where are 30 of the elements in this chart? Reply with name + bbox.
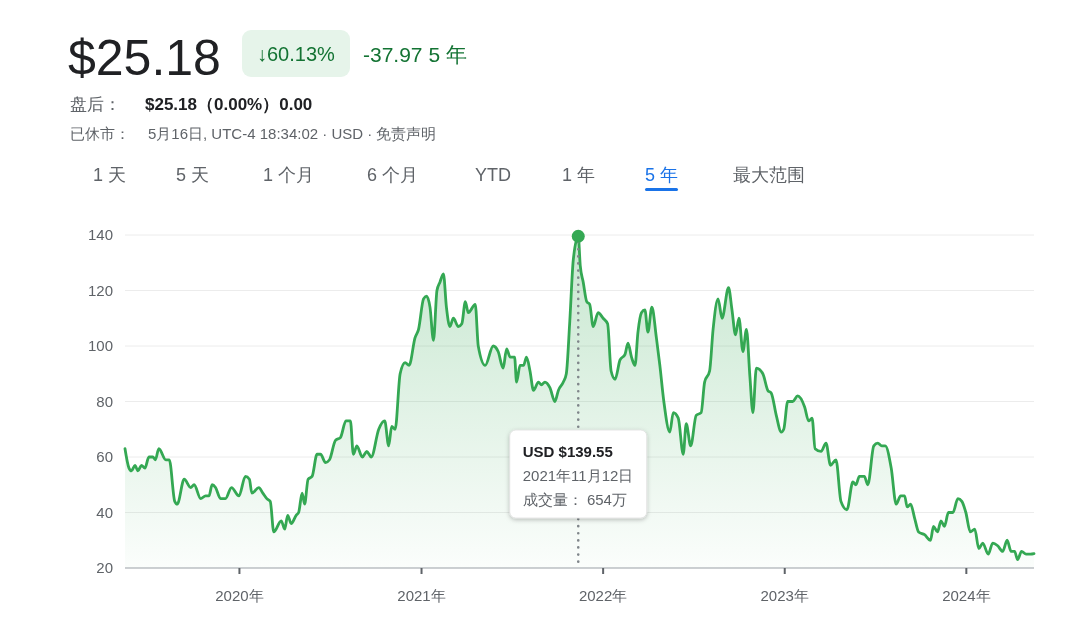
text: 1 个月 (263, 165, 315, 185)
text: 6 个月 (367, 165, 419, 185)
x-tick-label: 2024年 (942, 587, 991, 604)
y-tick-label: 100 (87, 337, 113, 355)
text: 5月16日, UTC-4 18:34:02 · USD · 免责声明 (148, 125, 437, 142)
y-tick-label: 80 (96, 392, 113, 410)
chart-title: $25.18 (68, 30, 221, 86)
x-tick-label: 2023年 (760, 587, 809, 604)
y-tick-label: 120 (87, 281, 113, 299)
y-tick-label: 40 (96, 503, 113, 521)
text: 1 天 (93, 165, 127, 185)
text: -37.97 5 年 (363, 43, 467, 66)
y-tick-label: 20 (96, 559, 113, 577)
text: YTD (475, 165, 511, 185)
x-tick-label: 2020年 (215, 587, 264, 604)
text: 最大范围 (733, 165, 805, 185)
text: ↓60.13% (257, 42, 336, 65)
x-tick-label: 2021年 (397, 587, 446, 604)
text: 5 年 (645, 165, 679, 185)
annotation: 2021年11月12日 (522, 467, 634, 484)
annotation: USD $139.55 (522, 443, 613, 460)
y-tick-label: 60 (96, 448, 113, 466)
x-tick-label: 2022年 (578, 587, 628, 604)
text: 盘后： (70, 95, 121, 114)
text: 已休市： (70, 125, 130, 142)
y-tick-label: 140 (87, 226, 113, 244)
text: $25.18（0.00%）0.00 (145, 95, 313, 114)
text: 1 年 (562, 165, 596, 185)
text: 5 天 (176, 165, 210, 185)
annotation: 成交量： 654万 (522, 491, 627, 508)
